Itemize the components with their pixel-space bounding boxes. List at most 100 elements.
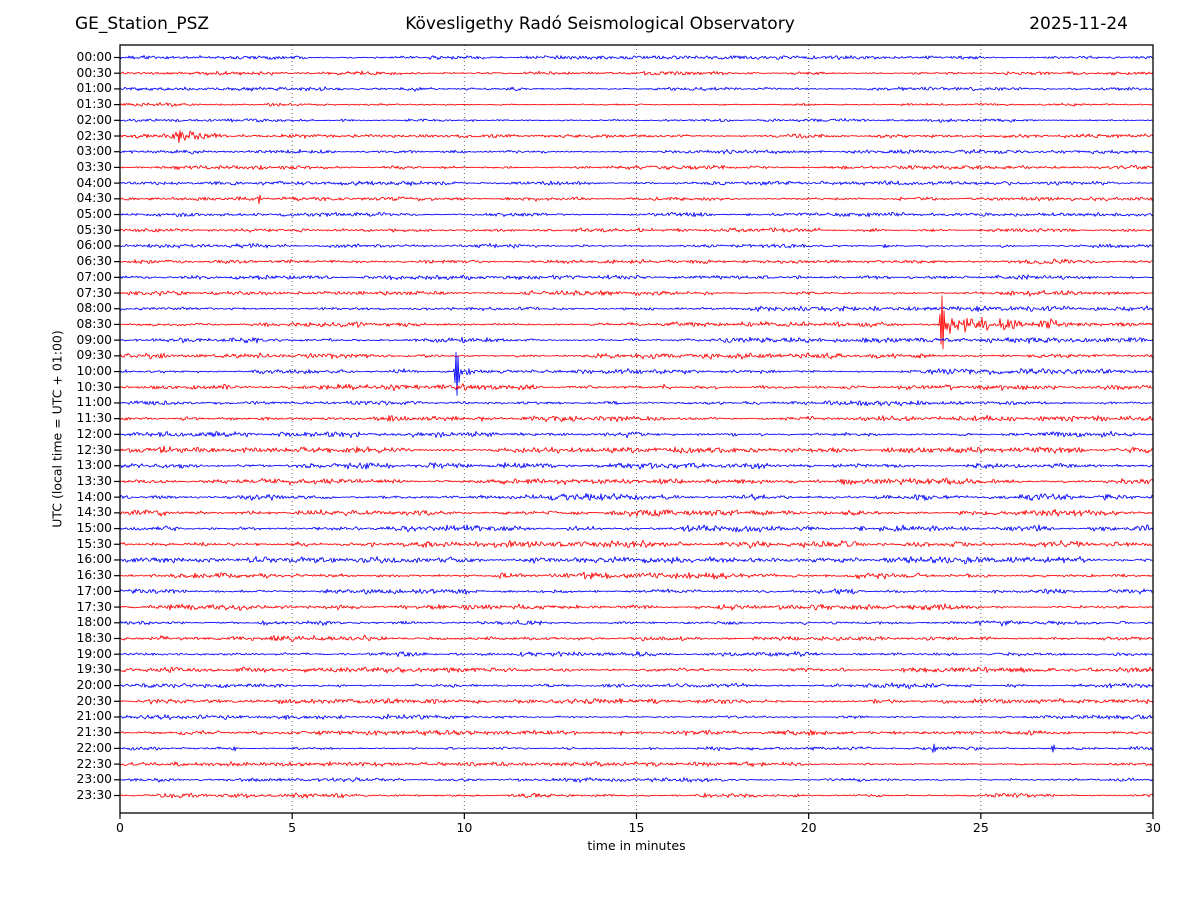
trace-row-23:30: [119, 792, 1154, 799]
y-tick-label: 20:30: [76, 693, 112, 708]
y-tick-label: 12:00: [76, 426, 112, 441]
trace-row-08:30: [119, 295, 1154, 350]
trace-row-10:30: [119, 383, 1154, 392]
y-tick-label: 00:00: [76, 50, 112, 64]
trace-row-17:30: [119, 603, 1154, 612]
y-tick-label: 05:30: [76, 222, 112, 237]
y-tick-label: 17:00: [76, 583, 112, 598]
y-tick-label: 03:00: [76, 144, 112, 159]
y-tick-label: 04:30: [76, 191, 112, 206]
trace-row-23:00: [119, 777, 1154, 783]
y-tick-label: 02:00: [76, 112, 112, 127]
station-title: GE_Station_PSZ: [75, 14, 210, 34]
trace-row-14:30: [119, 508, 1154, 517]
y-tick-label: 12:30: [76, 442, 112, 457]
y-tick-label: 17:30: [76, 599, 112, 614]
y-tick-label: 06:30: [76, 254, 112, 269]
trace-row-15:00: [119, 524, 1154, 533]
trace-row-16:30: [119, 571, 1154, 580]
trace-row-18:00: [119, 619, 1154, 627]
y-tick-label: 16:00: [76, 552, 112, 567]
trace-row-06:30: [119, 258, 1154, 265]
y-tick-label: 18:30: [76, 630, 112, 645]
y-tick-label: 13:30: [76, 473, 112, 488]
trace-row-22:30: [119, 761, 1154, 768]
x-axis-title: time in minutes: [587, 838, 686, 853]
y-tick-label: 14:00: [76, 489, 112, 504]
y-tick-label: 00:30: [76, 65, 112, 80]
trace-row-15:30: [119, 539, 1154, 549]
trace-row-00:00: [119, 54, 1154, 61]
y-tick-label: 20:00: [76, 678, 112, 693]
trace-row-12:00: [119, 430, 1153, 439]
y-tick-label: 02:30: [76, 128, 112, 143]
trace-row-04:30: [119, 194, 1154, 205]
y-tick-label: 15:30: [76, 536, 112, 551]
trace-row-13:00: [120, 462, 1154, 470]
x-tick-label: 15: [628, 820, 645, 835]
y-tick-label: 21:00: [76, 709, 112, 724]
y-tick-label: 19:00: [76, 646, 112, 661]
trace-row-09:00: [119, 336, 1154, 344]
x-tick-label: 10: [456, 820, 473, 835]
trace-row-05:30: [119, 227, 1154, 233]
trace-row-00:30: [119, 70, 1154, 76]
trace-row-19:00: [119, 650, 1154, 658]
plot-border: [119, 44, 1154, 814]
trace-row-03:30: [119, 164, 1154, 171]
y-tick-label: 09:00: [76, 332, 112, 347]
y-tick-label: 21:30: [76, 725, 112, 740]
trace-row-11:30: [119, 414, 1154, 423]
trace-row-18:30: [119, 634, 1154, 643]
y-tick-label: 09:30: [76, 348, 112, 363]
y-tick-label: 07:30: [76, 285, 112, 300]
trace-row-02:30: [119, 130, 1154, 144]
trace-row-06:00: [119, 242, 1154, 249]
trace-row-22:00: [119, 743, 1154, 753]
x-tick-label: 5: [288, 820, 297, 835]
y-tick-label: 22:00: [76, 740, 112, 755]
trace-row-21:30: [119, 729, 1154, 736]
y-tick-label: 23:00: [76, 772, 112, 787]
trace-row-01:00: [119, 86, 1154, 92]
y-tick-label: 01:30: [76, 97, 112, 112]
y-tick-label: 10:30: [76, 379, 112, 394]
trace-row-04:00: [119, 180, 1153, 187]
y-tick-label: 07:00: [76, 269, 112, 284]
trace-row-01:30: [119, 102, 1154, 107]
y-tick-label: 11:30: [76, 411, 112, 426]
trace-row-10:00: [119, 351, 1154, 396]
x-tick-label: 0: [116, 820, 124, 835]
y-tick-label: 04:00: [76, 175, 112, 190]
observatory-title: Kövesligethy Radó Seismological Observat…: [405, 14, 795, 34]
y-tick-label: 03:30: [76, 159, 112, 174]
trace-row-02:00: [119, 118, 1154, 123]
y-tick-label: 18:00: [76, 615, 112, 630]
trace-row-20:00: [119, 682, 1154, 690]
trace-row-08:00: [119, 305, 1154, 313]
y-tick-label: 08:00: [76, 301, 112, 316]
y-tick-label: 23:30: [76, 788, 112, 802]
x-tick-label: 25: [972, 820, 989, 835]
trace-row-03:00: [119, 148, 1154, 155]
trace-row-05:00: [119, 211, 1154, 218]
trace-row-11:00: [119, 400, 1154, 407]
y-tick-label: 14:30: [76, 505, 112, 520]
date-title: 2025-11-24: [1029, 14, 1128, 34]
trace-row-21:00: [119, 713, 1154, 721]
y-tick-label: 08:30: [76, 316, 112, 331]
y-tick-label: 16:30: [76, 568, 112, 583]
trace-row-07:30: [119, 289, 1154, 297]
trace-row-07:00: [119, 274, 1154, 281]
y-tick-label: 19:30: [76, 662, 112, 677]
trace-row-19:30: [119, 666, 1154, 674]
y-tick-label: 13:00: [76, 458, 112, 473]
x-tick-label: 30: [1145, 820, 1161, 835]
trace-row-09:30: [119, 352, 1154, 360]
trace-row-12:30: [119, 445, 1154, 454]
y-tick-label: 10:00: [76, 364, 112, 379]
y-tick-label: 05:00: [76, 207, 112, 222]
trace-row-14:00: [119, 492, 1154, 502]
